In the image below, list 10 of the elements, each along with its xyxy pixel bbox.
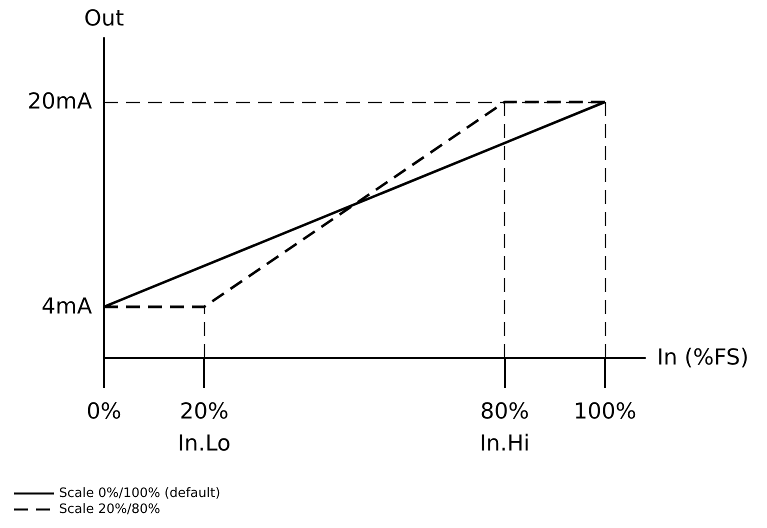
x-tick-label: 20% In.Lo [178,400,231,456]
x-axis-title: In (%FS) [657,346,749,370]
legend-label: Scale 0%/100% (default) [59,486,220,501]
x-tick-label: 80% In.Hi [480,400,530,456]
y-axis-title: Out [84,6,124,32]
y-tick-label: 4mA [42,294,92,320]
x-tick-label: 0% [86,400,122,424]
x-tick-label: 100% [573,400,636,424]
legend-label: Scale 20%/80% [59,502,160,517]
y-tick-label: 20mA [28,90,92,114]
